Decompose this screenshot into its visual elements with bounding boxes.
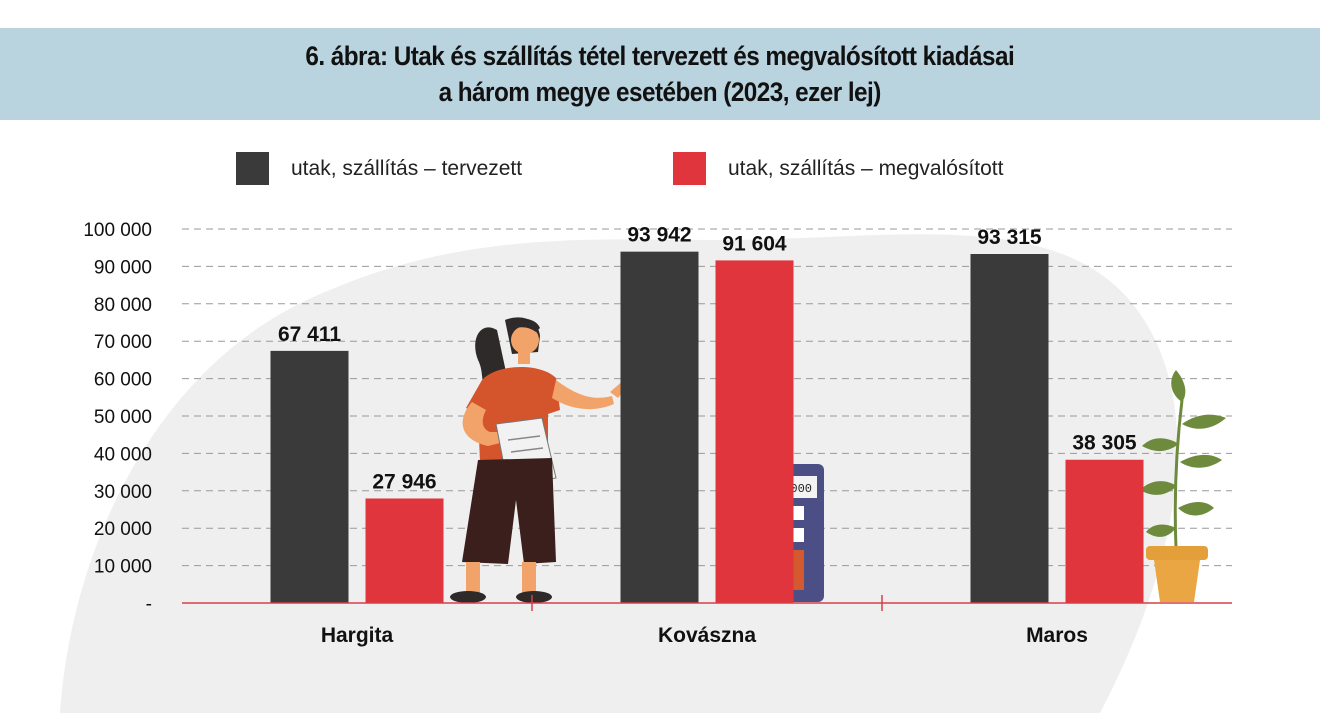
data-label: 93 942 bbox=[627, 224, 691, 247]
bar-planned-1 bbox=[620, 251, 699, 603]
y-tick-label: 100 000 bbox=[83, 220, 152, 241]
woman-illustration bbox=[450, 317, 628, 603]
bar-planned-0 bbox=[270, 350, 349, 603]
y-tick-label: 20 000 bbox=[94, 519, 152, 540]
y-tick-label: 50 000 bbox=[94, 407, 152, 428]
legend-swatch-planned bbox=[236, 152, 269, 185]
bar-realized-1 bbox=[715, 260, 794, 603]
legend-label-planned: utak, szállítás – tervezett bbox=[291, 156, 523, 180]
category-label: Kovászna bbox=[658, 624, 756, 647]
legend-label-realized: utak, szállítás – megvalósított bbox=[728, 156, 1004, 180]
bar-planned-2 bbox=[970, 254, 1049, 604]
bar-realized-2 bbox=[1065, 459, 1144, 603]
chart-title-line-1: 6. ábra: Utak és szállítás tétel terveze… bbox=[305, 41, 1015, 71]
data-label: 93 315 bbox=[977, 226, 1042, 249]
data-label: 91 604 bbox=[722, 232, 787, 255]
category-label: Maros bbox=[1026, 624, 1088, 647]
y-tick-label: 10 000 bbox=[94, 557, 152, 578]
y-tick-label: 30 000 bbox=[94, 482, 152, 503]
y-tick-label: 80 000 bbox=[94, 295, 152, 316]
grid-layer bbox=[182, 228, 1232, 567]
bar-realized-0 bbox=[365, 498, 444, 603]
bars-layer bbox=[270, 251, 1144, 604]
y-tick-label: 40 000 bbox=[94, 444, 152, 465]
labels-layer: 67 411 27 946 93 942 91 604 93 315 38 305 bbox=[278, 224, 1137, 494]
chart-title-line-2: a három megye esetében (2023, ezer lej) bbox=[438, 77, 882, 107]
data-label: 27 946 bbox=[372, 470, 436, 493]
plant-illustration bbox=[1140, 370, 1226, 602]
y-tick-label: - bbox=[146, 594, 152, 615]
y-tick-label: 60 000 bbox=[94, 370, 152, 391]
category-label: Hargita bbox=[321, 624, 394, 647]
data-label: 67 411 bbox=[278, 323, 341, 346]
axis-layer: - 10 000 20 000 30 000 40 000 50 000 60 000 70 … bbox=[83, 220, 1232, 647]
legend: utak, szállítás – tervezett utak, szállí… bbox=[0, 152, 1320, 185]
legend-item-planned: utak, szállítás – tervezett bbox=[236, 152, 522, 185]
legend-swatch-realized bbox=[673, 152, 706, 185]
legend-item-realized: utak, szállítás – megvalósított bbox=[673, 152, 1003, 185]
title-band: 6. ábra: Utak és szállítás tétel terveze… bbox=[0, 28, 1320, 120]
data-label: 38 305 bbox=[1072, 432, 1137, 455]
illustration-layer: 10000 bbox=[450, 317, 1226, 603]
y-tick-label: 70 000 bbox=[94, 332, 152, 353]
y-tick-label: 90 000 bbox=[94, 257, 152, 278]
